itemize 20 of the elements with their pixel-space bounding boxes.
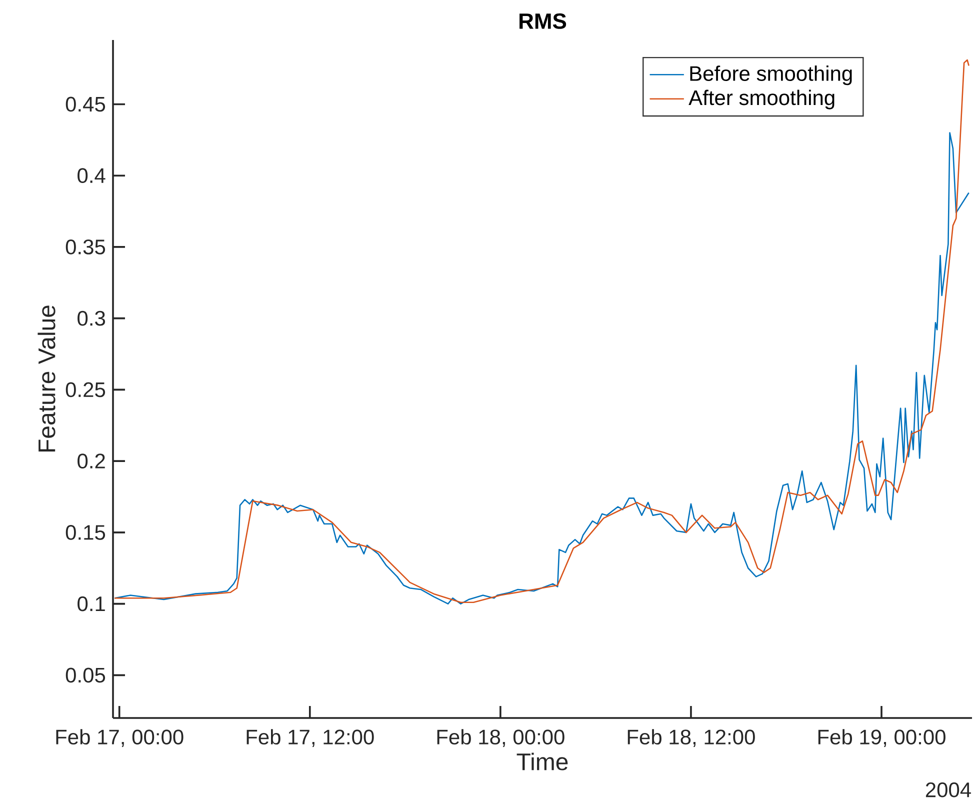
chart-title: RMS [520,13,566,29]
x-tick-label: Feb 19, 00:00 [818,729,946,747]
y-tick-label: 0.45 [66,96,106,112]
y-tick-label: 0.05 [66,668,106,683]
y-axis-title: Feature Value [38,306,56,452]
y-tick-label: 0.25 [66,382,106,398]
y-tick-label: 0.2 [78,454,105,469]
y-tick-label: 0.4 [78,168,106,184]
x-axis-title: Time [516,752,568,770]
y-tick-label: 0.15 [66,525,106,540]
x-tick-label: Feb 17, 00:00 [56,729,184,747]
x-tick-label: Feb 17, 12:00 [246,729,374,747]
y-tick-label: 0.1 [78,596,105,612]
x-tick-label: Feb 18, 00:00 [437,729,564,747]
y-tick-label: 0.3 [78,310,106,326]
legend-label: After smoothing [688,90,834,110]
x-tick-label: Feb 18, 12:00 [628,729,755,747]
legend-label: Before smoothing [690,66,852,86]
text: 2004 [926,782,971,798]
y-tick-label: 0.35 [66,240,106,254]
